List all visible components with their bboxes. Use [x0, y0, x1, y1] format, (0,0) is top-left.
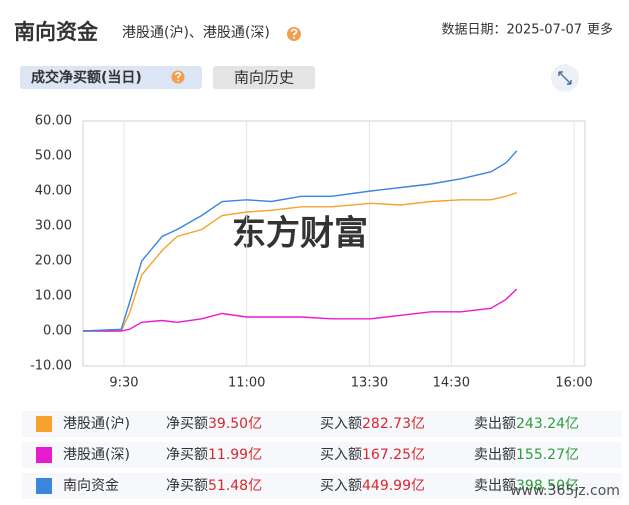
series-line: [83, 192, 518, 332]
summary-label: 买入额: [320, 478, 362, 494]
legend-swatch: [36, 447, 52, 463]
summary-value: 167.25亿: [362, 447, 425, 463]
summary-label: 卖出额: [474, 416, 516, 432]
y-tick-label: 10.00: [35, 289, 72, 304]
help-icon[interactable]: [287, 27, 301, 41]
summary-value: 449.99亿: [362, 478, 425, 494]
summary-label: 买入额: [320, 416, 362, 432]
row-bg: [22, 411, 622, 437]
series-line: [83, 288, 518, 332]
help-icon[interactable]: [171, 70, 185, 84]
y-tick-label: 20.00: [35, 254, 72, 269]
x-tick-label: 14:30: [433, 376, 470, 391]
summary-value: 39.50亿: [208, 416, 262, 432]
summary-cell: 净买额39.50亿: [166, 416, 262, 432]
summary-cell: 净买额11.99亿: [166, 447, 262, 463]
y-tick-label: 60.00: [35, 114, 72, 129]
x-tick-label: 9:30: [109, 376, 138, 391]
tab-bg[interactable]: [213, 66, 315, 89]
row-bg: [22, 473, 622, 499]
tab-active[interactable]: 成交净买额(当日): [31, 69, 142, 86]
tab[interactable]: 南向历史: [234, 69, 294, 87]
summary-label: 买入额: [320, 447, 362, 463]
tab-active-bg[interactable]: [20, 66, 202, 89]
y-tick-label: -10.00: [30, 359, 72, 374]
y-tick-label: 0.00: [43, 324, 72, 339]
y-tick-label: 40.00: [35, 184, 72, 199]
subtitle: 港股通(沪)、港股通(深): [122, 25, 270, 41]
y-tick-label: 30.00: [35, 219, 72, 234]
summary-value: 51.48亿: [208, 478, 262, 494]
summary-label: 净买额: [166, 416, 208, 432]
summary-value: 243.24亿: [516, 416, 579, 432]
plot-frame: [82, 120, 586, 367]
summary-cell: 买入额282.73亿: [320, 416, 425, 432]
summary-cell: 买入额449.99亿: [320, 478, 425, 494]
series-line: [82, 150, 518, 332]
summary-value: 11.99亿: [208, 447, 262, 463]
row-bg: [22, 442, 622, 468]
summary-label: 卖出额: [474, 478, 516, 494]
site-watermark: www.365jz.com: [510, 483, 620, 499]
summary-cell: 买入额167.25亿: [320, 447, 425, 463]
legend-label: 港股通(沪): [63, 416, 130, 432]
legend-swatch: [36, 416, 52, 432]
more-link[interactable]: 更多: [587, 22, 613, 38]
summary-cell: 卖出额243.24亿: [474, 416, 579, 432]
title: 南向资金: [14, 20, 99, 44]
data-date: 数据日期：2025-07-07: [441, 23, 582, 38]
summary-value: 282.73亿: [362, 416, 425, 432]
x-tick-label: 13:30: [351, 376, 388, 391]
legend-label: 港股通(深): [63, 447, 130, 463]
summary-cell: 卖出额155.27亿: [474, 447, 579, 463]
summary-label: 净买额: [166, 447, 208, 463]
expand-button[interactable]: [551, 64, 579, 92]
x-tick-label: 16:00: [555, 376, 592, 391]
legend-label: 南向资金: [63, 478, 119, 494]
legend-swatch: [36, 478, 52, 494]
summary-label: 卖出额: [474, 447, 516, 463]
summary-value: 155.27亿: [516, 447, 579, 463]
summary-cell: 卖出额398.50亿: [474, 478, 579, 494]
summary-label: 净买额: [166, 478, 208, 494]
y-tick-label: 50.00: [35, 149, 72, 164]
summary-value: 398.50亿: [516, 478, 579, 494]
summary-cell: 净买额51.48亿: [166, 478, 262, 494]
watermark: 东方财富: [232, 214, 368, 254]
x-tick-label: 11:00: [228, 376, 265, 391]
